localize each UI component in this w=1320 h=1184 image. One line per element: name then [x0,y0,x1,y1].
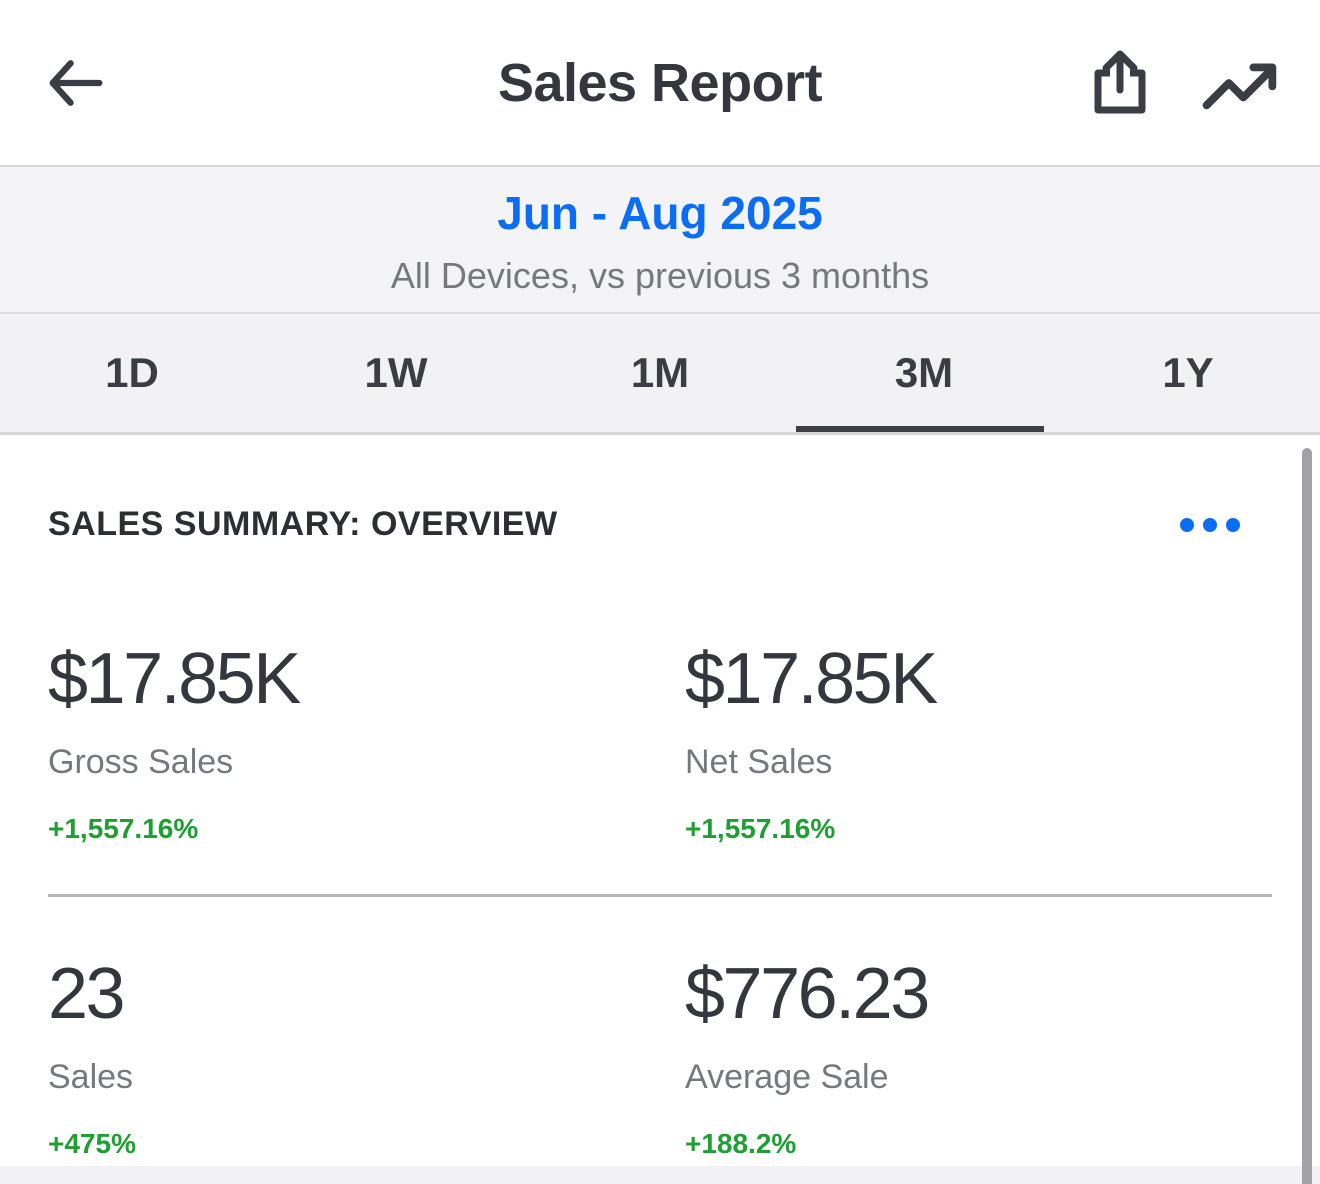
share-icon [1090,50,1150,116]
stat-label: Sales [48,1058,134,1096]
stat-sales-count: 23 Sales +475% [48,955,685,1161]
section-title: SALES SUMMARY: OVERVIEW [48,505,558,543]
stat-average-sale: $776.23 Average Sale +188.2% [685,955,1320,1161]
tab-label: 1W [364,349,428,396]
header-bar: Sales Report [0,0,1320,167]
tab-1w[interactable]: 1W [264,314,528,432]
stat-value: $776.23 [685,954,930,1034]
stat-label: Gross Sales [48,743,234,781]
stat-value: $17.85K [685,639,938,719]
stat-label: Average Sale [685,1058,889,1096]
trending-up-icon [1202,54,1278,112]
tab-label: 1Y [1162,349,1214,396]
sales-summary-section: SALES SUMMARY: OVERVIEW $17.85K Gross Sa… [0,435,1320,1161]
period-header: Jun - Aug 2025 All Devices, vs previous … [0,167,1320,314]
stat-change-badge: +1,557.16% [48,813,199,844]
stat-change-badge: +1,557.16% [685,813,836,844]
stat-gross-sales: $17.85K Gross Sales +1,557.16% [48,640,685,846]
next-section-peek [0,1166,1320,1184]
tab-label: 1D [105,349,159,396]
overflow-menu-button[interactable] [1180,512,1240,538]
selected-tab-underline [796,426,1044,432]
scrollbar[interactable] [1302,448,1312,1184]
time-range-tabs: 1D 1W 1M 3M 1Y [0,314,1320,435]
tab-1m[interactable]: 1M [528,314,792,432]
stat-label: Net Sales [685,743,833,781]
ellipsis-icon [1203,517,1217,532]
tab-label: 1M [630,349,690,396]
back-arrow-icon [47,57,105,109]
back-button[interactable] [44,51,108,115]
ellipsis-icon [1226,517,1240,532]
tab-1d[interactable]: 1D [0,314,264,432]
tab-3m[interactable]: 3M [792,314,1056,432]
tab-1y[interactable]: 1Y [1056,314,1320,432]
header-actions [1082,48,1278,118]
stat-value: $17.85K [48,639,301,719]
row-divider [48,894,1272,897]
stat-value: 23 [48,954,126,1034]
trends-button[interactable] [1202,48,1278,118]
date-range-selector[interactable]: Jun - Aug 2025 [497,186,823,239]
tab-label: 3M [894,349,954,396]
page-title: Sales Report [497,52,823,113]
stat-change-badge: +475% [48,1128,136,1159]
period-subtitle: All Devices, vs previous 3 months [390,254,930,296]
stat-change-badge: +188.2% [685,1128,797,1159]
stat-net-sales: $17.85K Net Sales +1,557.16% [685,640,1320,846]
share-button[interactable] [1082,48,1158,118]
ellipsis-icon [1180,517,1194,532]
